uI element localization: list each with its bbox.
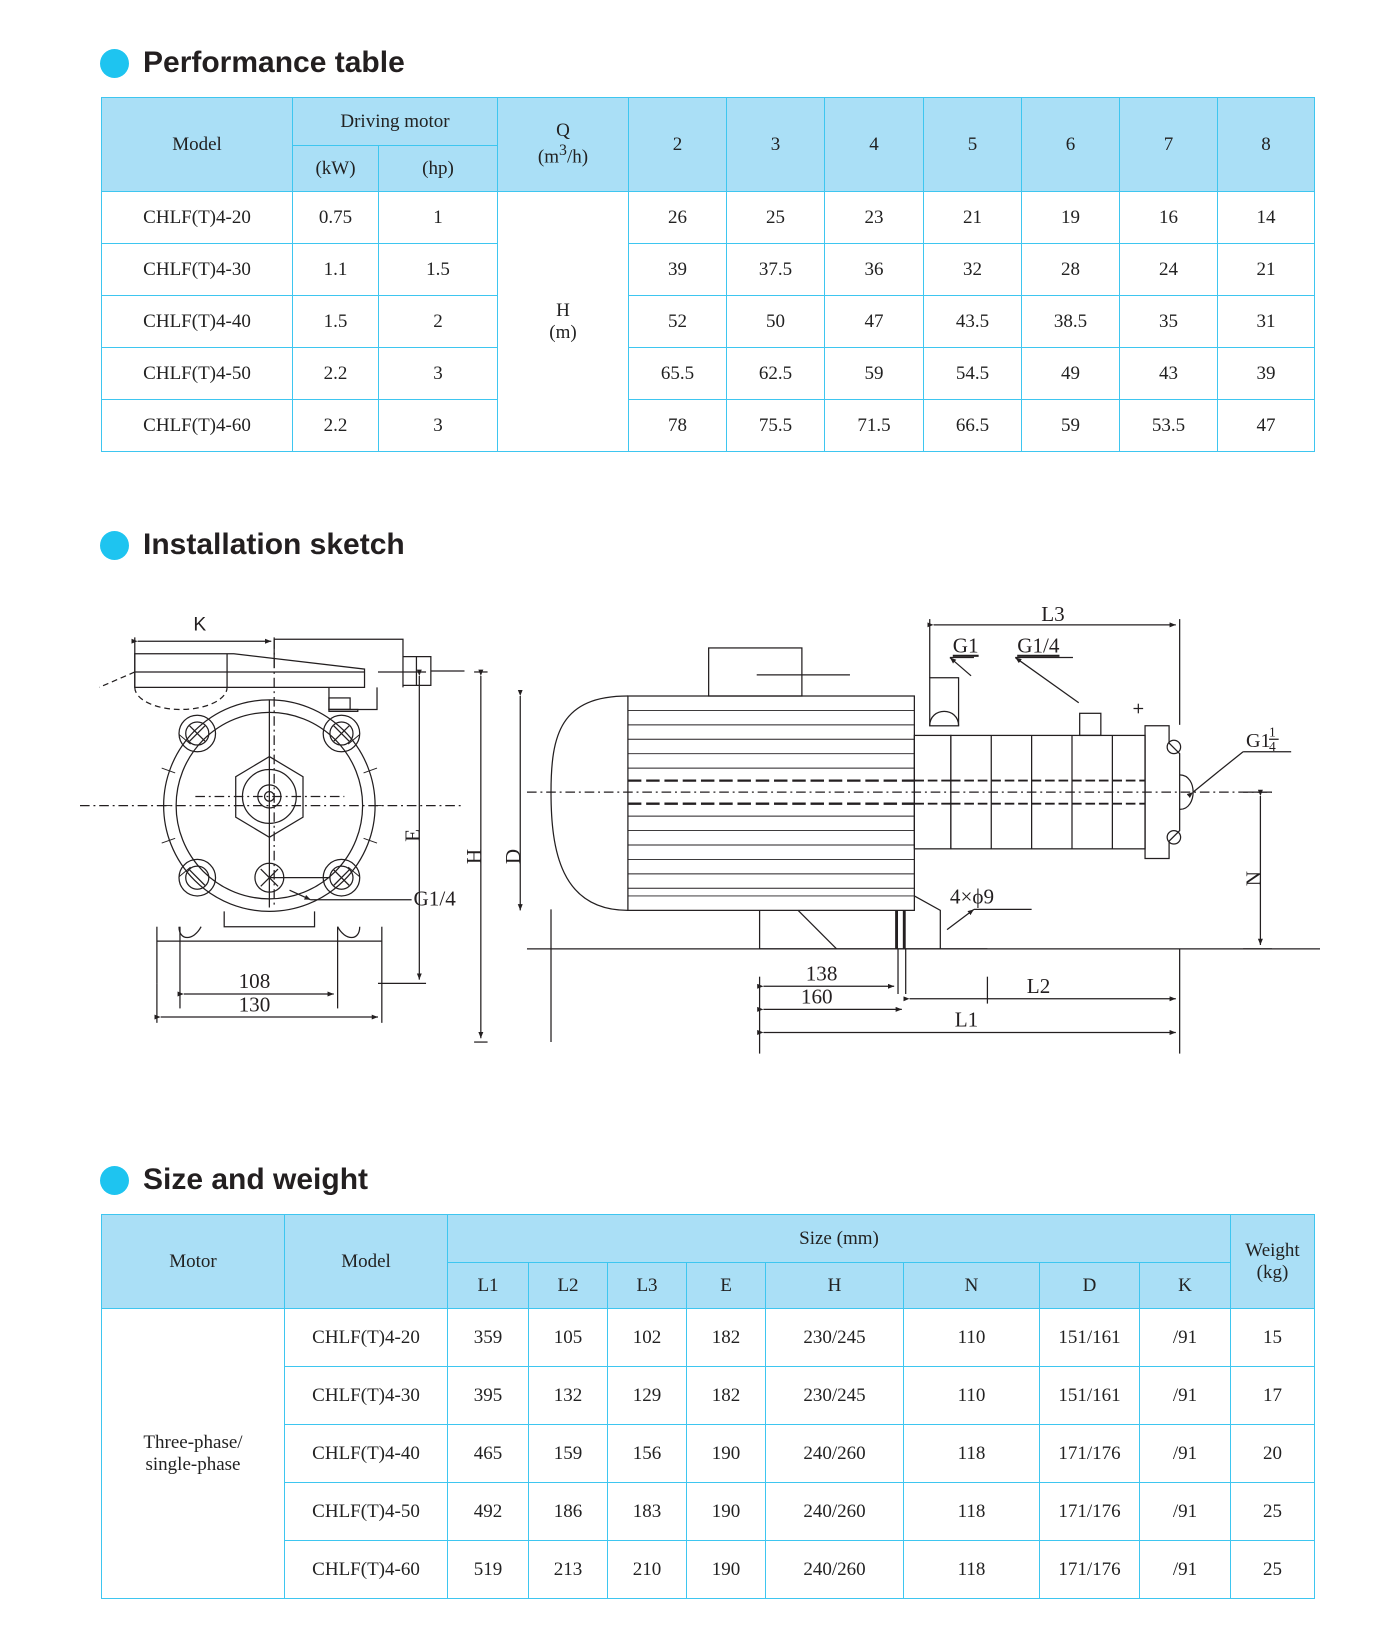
svg-text:L3: L3: [1041, 602, 1064, 626]
svg-text:4×ϕ9: 4×ϕ9: [950, 885, 994, 909]
svg-text:108: 108: [239, 969, 271, 993]
svg-text:1: 1: [1269, 724, 1276, 739]
svg-text:G1/4: G1/4: [1017, 634, 1060, 658]
svg-text:130: 130: [239, 992, 271, 1016]
svg-text:G1/4: G1/4: [414, 887, 457, 911]
svg-text:E: E: [400, 829, 424, 842]
svg-text:D: D: [501, 849, 525, 864]
svg-text:138: 138: [806, 962, 838, 986]
svg-text:4: 4: [1269, 739, 1276, 754]
svg-text:G1: G1: [1246, 730, 1271, 752]
svg-text:K: K: [193, 615, 206, 636]
svg-text:G1: G1: [953, 634, 979, 658]
svg-text:160: 160: [801, 985, 833, 1009]
svg-text:N: N: [1241, 871, 1265, 886]
svg-text:L2: L2: [1027, 974, 1050, 998]
svg-text:L1: L1: [955, 1008, 978, 1032]
svg-text:H: H: [462, 849, 486, 864]
